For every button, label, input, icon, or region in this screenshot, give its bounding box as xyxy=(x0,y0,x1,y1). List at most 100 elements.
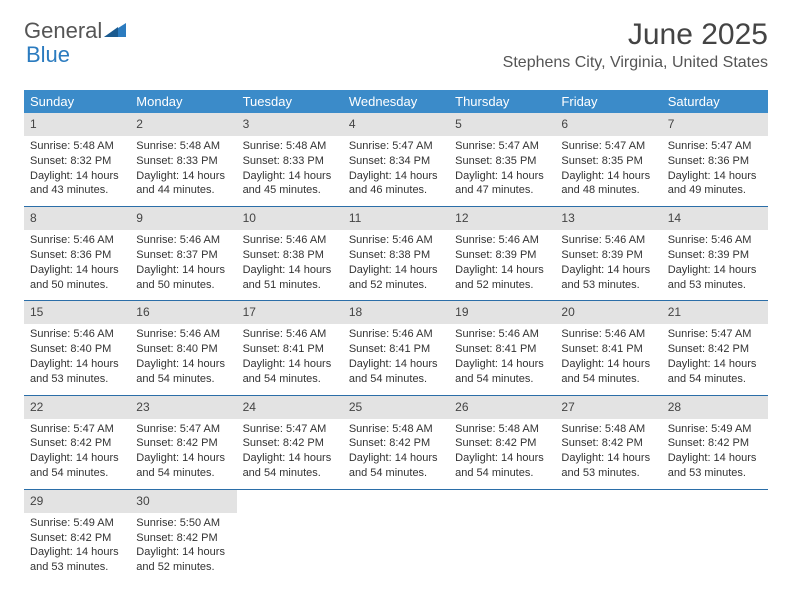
calendar-day-cell: 3Sunrise: 5:48 AMSunset: 8:33 PMDaylight… xyxy=(237,113,343,206)
day-number-bar: 3 xyxy=(237,113,343,136)
day-number: 14 xyxy=(668,211,681,225)
sunrise-text: Sunrise: 5:46 AM xyxy=(136,233,230,248)
daylight-text: Daylight: 14 hours and 49 minutes. xyxy=(668,169,762,199)
day-number-bar: 20 xyxy=(555,301,661,324)
calendar-week-row: 15Sunrise: 5:46 AMSunset: 8:40 PMDayligh… xyxy=(24,301,768,395)
calendar-week-row: 22Sunrise: 5:47 AMSunset: 8:42 PMDayligh… xyxy=(24,396,768,490)
sunrise-text: Sunrise: 5:47 AM xyxy=(349,139,443,154)
calendar-day-cell: 7 Sunrise: 5:47 AMSunset: 8:36 PMDaylight… xyxy=(662,113,768,206)
daylight-text: Daylight: 14 hours and 53 minutes. xyxy=(561,451,655,481)
calendar-day-cell: 27Sunrise: 5:48 AMSunset: 8:42 PMDayligh… xyxy=(555,396,661,489)
calendar-day-cell: 11Sunrise: 5:46 AMSunset: 8:38 PMDayligh… xyxy=(343,207,449,300)
day-number-bar: 19 xyxy=(449,301,555,324)
day-number-bar: 7 xyxy=(662,113,768,136)
day-number-bar: 27 xyxy=(555,396,661,419)
day-number: 25 xyxy=(349,400,362,414)
calendar-day-cell xyxy=(237,490,343,583)
sunrise-text: Sunrise: 5:48 AM xyxy=(455,422,549,437)
day-number-bar: 21 xyxy=(662,301,768,324)
sunset-text: Sunset: 8:36 PM xyxy=(668,154,762,169)
day-number-bar: 6 xyxy=(555,113,661,136)
calendar-day-cell: 22Sunrise: 5:47 AMSunset: 8:42 PMDayligh… xyxy=(24,396,130,489)
calendar-day-cell: 15Sunrise: 5:46 AMSunset: 8:40 PMDayligh… xyxy=(24,301,130,394)
weekday-header: Wednesday xyxy=(343,90,449,113)
daylight-text: Daylight: 14 hours and 54 minutes. xyxy=(243,451,337,481)
daylight-text: Daylight: 14 hours and 47 minutes. xyxy=(455,169,549,199)
daylight-text: Daylight: 14 hours and 54 minutes. xyxy=(136,357,230,387)
calendar-day-cell xyxy=(662,490,768,583)
calendar-day-cell: 19Sunrise: 5:46 AMSunset: 8:41 PMDayligh… xyxy=(449,301,555,394)
day-number-bar: 30 xyxy=(130,490,236,513)
page-header: General June 2025 Stephens City, Virgini… xyxy=(24,18,768,72)
sunset-text: Sunset: 8:35 PM xyxy=(561,154,655,169)
day-number: 18 xyxy=(349,305,362,319)
sunset-text: Sunset: 8:41 PM xyxy=(349,342,443,357)
brand-mark-icon xyxy=(104,19,126,44)
sunset-text: Sunset: 8:39 PM xyxy=(668,248,762,263)
sunrise-text: Sunrise: 5:46 AM xyxy=(136,327,230,342)
calendar-day-cell: 23Sunrise: 5:47 AMSunset: 8:42 PMDayligh… xyxy=(130,396,236,489)
weekday-header: Tuesday xyxy=(237,90,343,113)
calendar-day-cell: 18Sunrise: 5:46 AMSunset: 8:41 PMDayligh… xyxy=(343,301,449,394)
sunrise-text: Sunrise: 5:46 AM xyxy=(561,233,655,248)
sunrise-text: Sunrise: 5:46 AM xyxy=(349,327,443,342)
calendar-day-cell: 6Sunrise: 5:47 AMSunset: 8:35 PMDaylight… xyxy=(555,113,661,206)
calendar-grid: Sunday Monday Tuesday Wednesday Thursday… xyxy=(24,90,768,583)
sunrise-text: Sunrise: 5:47 AM xyxy=(668,327,762,342)
calendar-day-cell: 9Sunrise: 5:46 AMSunset: 8:37 PMDaylight… xyxy=(130,207,236,300)
daylight-text: Daylight: 14 hours and 53 minutes. xyxy=(561,263,655,293)
calendar-day-cell: 10Sunrise: 5:46 AMSunset: 8:38 PMDayligh… xyxy=(237,207,343,300)
day-number-bar: 9 xyxy=(130,207,236,230)
weekday-header: Saturday xyxy=(662,90,768,113)
sunset-text: Sunset: 8:42 PM xyxy=(30,436,124,451)
brand-text-general: General xyxy=(24,18,102,44)
calendar-day-cell: 26Sunrise: 5:48 AMSunset: 8:42 PMDayligh… xyxy=(449,396,555,489)
sunrise-text: Sunrise: 5:46 AM xyxy=(455,233,549,248)
day-number: 7 xyxy=(668,117,675,131)
day-number-bar: 29 xyxy=(24,490,130,513)
sunrise-text: Sunrise: 5:49 AM xyxy=(30,516,124,531)
daylight-text: Daylight: 14 hours and 43 minutes. xyxy=(30,169,124,199)
sunrise-text: Sunrise: 5:47 AM xyxy=(668,139,762,154)
daylight-text: Daylight: 14 hours and 53 minutes. xyxy=(668,451,762,481)
calendar-day-cell: 24Sunrise: 5:47 AMSunset: 8:42 PMDayligh… xyxy=(237,396,343,489)
sunrise-text: Sunrise: 5:46 AM xyxy=(668,233,762,248)
sunrise-text: Sunrise: 5:46 AM xyxy=(30,233,124,248)
day-number-bar: 13 xyxy=(555,207,661,230)
weekday-header: Sunday xyxy=(24,90,130,113)
sunset-text: Sunset: 8:41 PM xyxy=(243,342,337,357)
daylight-text: Daylight: 14 hours and 53 minutes. xyxy=(30,357,124,387)
day-number: 26 xyxy=(455,400,468,414)
calendar-day-cell: 14Sunrise: 5:46 AMSunset: 8:39 PMDayligh… xyxy=(662,207,768,300)
sunrise-text: Sunrise: 5:46 AM xyxy=(561,327,655,342)
sunset-text: Sunset: 8:39 PM xyxy=(455,248,549,263)
sunrise-text: Sunrise: 5:47 AM xyxy=(136,422,230,437)
title-block: June 2025 Stephens City, Virginia, Unite… xyxy=(503,18,768,72)
sunset-text: Sunset: 8:32 PM xyxy=(30,154,124,169)
daylight-text: Daylight: 14 hours and 46 minutes. xyxy=(349,169,443,199)
sunrise-text: Sunrise: 5:46 AM xyxy=(243,327,337,342)
day-number: 9 xyxy=(136,211,143,225)
daylight-text: Daylight: 14 hours and 54 minutes. xyxy=(243,357,337,387)
day-number: 4 xyxy=(349,117,356,131)
day-number-bar: 15 xyxy=(24,301,130,324)
sunrise-text: Sunrise: 5:47 AM xyxy=(455,139,549,154)
brand-logo: General xyxy=(24,18,128,44)
day-number: 3 xyxy=(243,117,250,131)
calendar-day-cell: 30Sunrise: 5:50 AMSunset: 8:42 PMDayligh… xyxy=(130,490,236,583)
day-number: 27 xyxy=(561,400,574,414)
daylight-text: Daylight: 14 hours and 44 minutes. xyxy=(136,169,230,199)
calendar-day-cell: 29Sunrise: 5:49 AMSunset: 8:42 PMDayligh… xyxy=(24,490,130,583)
sunset-text: Sunset: 8:40 PM xyxy=(30,342,124,357)
sunset-text: Sunset: 8:42 PM xyxy=(136,531,230,546)
daylight-text: Daylight: 14 hours and 54 minutes. xyxy=(136,451,230,481)
sunset-text: Sunset: 8:35 PM xyxy=(455,154,549,169)
daylight-text: Daylight: 14 hours and 51 minutes. xyxy=(243,263,337,293)
calendar-day-cell: 13Sunrise: 5:46 AMSunset: 8:39 PMDayligh… xyxy=(555,207,661,300)
day-number: 6 xyxy=(561,117,568,131)
brand-text-blue-wrap: Blue xyxy=(26,42,70,68)
daylight-text: Daylight: 14 hours and 54 minutes. xyxy=(349,451,443,481)
day-number: 5 xyxy=(455,117,462,131)
daylight-text: Daylight: 14 hours and 53 minutes. xyxy=(30,545,124,575)
month-title: June 2025 xyxy=(503,18,768,52)
